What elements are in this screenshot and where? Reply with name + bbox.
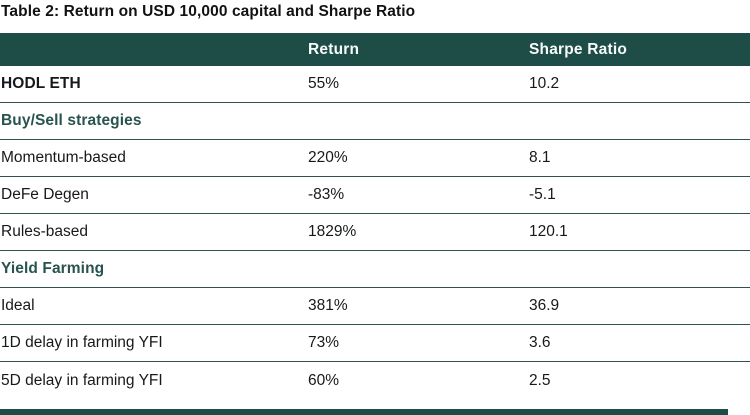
table-row: HODL ETH 55% 10.2 xyxy=(0,66,750,103)
row-sharpe-value: 2.5 xyxy=(529,371,551,389)
row-sharpe-value: 3.6 xyxy=(529,334,551,351)
table-body: HODL ETH 55% 10.2 Buy/Sell strategies Moment… xyxy=(0,66,750,399)
row-label: 5D delay in farming YFI xyxy=(1,371,163,389)
table-bottom-bar xyxy=(0,409,728,415)
row-return-value: 73% xyxy=(308,334,340,351)
row-return-value: 220% xyxy=(308,149,348,166)
table-title: Table 2: Return on USD 10,000 capital an… xyxy=(1,3,416,20)
table-row: 5D delay in farming YFI 60% 2.5 xyxy=(0,362,750,399)
row-sharpe-value: 8.1 xyxy=(529,149,551,166)
row-label: Momentum-based xyxy=(1,149,126,166)
row-label: HODL ETH xyxy=(1,75,81,92)
table-row: Momentum-based 220% 8.1 xyxy=(0,140,750,177)
row-sharpe-value: 120.1 xyxy=(529,223,568,240)
row-return-value: 55% xyxy=(308,75,340,92)
table-section-row: Buy/Sell strategies xyxy=(0,103,750,140)
row-return-value: -83% xyxy=(308,186,345,203)
table-row: Ideal 381% 36.9 xyxy=(0,288,750,325)
row-sharpe-value: 10.2 xyxy=(529,75,560,92)
row-return-value: 1829% xyxy=(308,223,357,240)
row-label: DeFe Degen xyxy=(1,186,89,203)
row-label: Buy/Sell strategies xyxy=(1,112,142,129)
row-sharpe-value: -5.1 xyxy=(529,186,556,203)
row-label: Rules-based xyxy=(1,223,89,240)
row-label: 1D delay in farming YFI xyxy=(1,334,163,351)
table-header-row: Return Sharpe Ratio xyxy=(0,33,750,66)
row-label: Yield Farming xyxy=(1,260,105,277)
row-return-value: 381% xyxy=(308,297,348,314)
table-row: DeFe Degen -83% -5.1 xyxy=(0,177,750,214)
table-row: Rules-based 1829% 120.1 xyxy=(0,214,750,251)
header-cell-sharpe-ratio: Sharpe Ratio xyxy=(529,40,628,58)
row-label: Ideal xyxy=(1,297,35,314)
table-section-row: Yield Farming xyxy=(0,251,750,288)
row-return-value: 60% xyxy=(308,371,340,389)
table-row: 1D delay in farming YFI 73% 3.6 xyxy=(0,325,750,362)
header-cell-return: Return xyxy=(308,40,360,58)
row-sharpe-value: 36.9 xyxy=(529,297,560,314)
